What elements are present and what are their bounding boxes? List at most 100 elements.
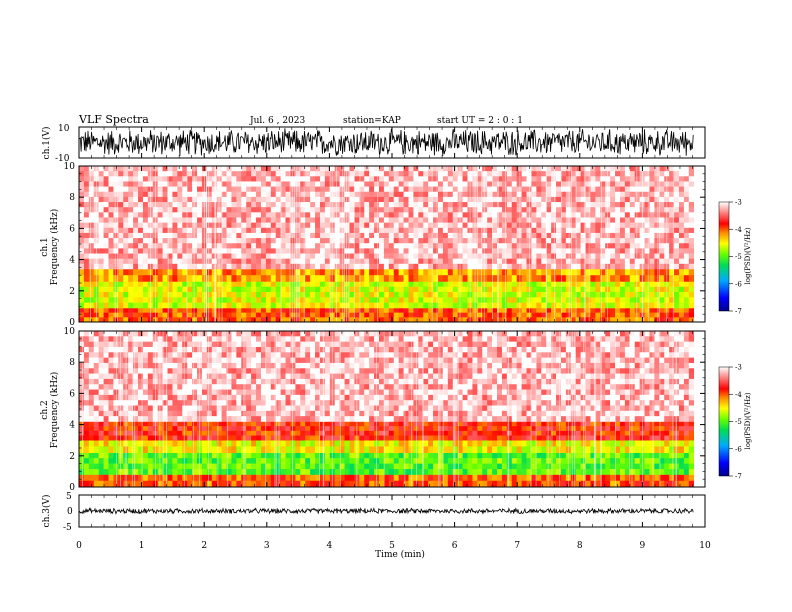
- spectrogram-cell: [423, 297, 429, 303]
- spectrogram-cell: [477, 275, 483, 282]
- spectrogram-cell: [142, 263, 149, 270]
- spectrogram-cell: [624, 222, 631, 229]
- spectrogram-cell: [157, 469, 163, 475]
- spectrogram-cell: [418, 202, 424, 208]
- spectrogram-cell: [501, 297, 508, 303]
- spectrogram-cell: [654, 191, 660, 198]
- spectrogram-cell: [556, 297, 562, 303]
- spectrogram-cell: [398, 176, 404, 182]
- spectrogram-cell: [354, 191, 360, 198]
- spectrogram-cell: [359, 191, 365, 198]
- spectrogram-cell: [339, 263, 345, 270]
- spectrogram-cell: [418, 286, 424, 293]
- spectrogram-cell: [310, 446, 316, 453]
- spectrogram-cell: [398, 440, 404, 447]
- spectrogram-cell: [344, 166, 350, 172]
- spectrogram-cell: [88, 302, 95, 309]
- spectrogram-cell: [516, 222, 522, 229]
- spectrogram-cell: [615, 248, 621, 254]
- spectrogram-cell: [359, 176, 365, 182]
- spectrogram-cell: [231, 317, 237, 323]
- spectrogram-cell: [629, 243, 636, 249]
- spectrogram-cell: [447, 196, 454, 203]
- spectrogram-cell: [285, 452, 291, 459]
- spectrogram-cell: [531, 463, 537, 470]
- spectrogram-cell: [669, 297, 675, 303]
- spectrogram-cell: [334, 191, 340, 198]
- spectrogram-cell: [103, 181, 109, 187]
- spectrogram-cell: [93, 440, 99, 447]
- spectrogram-cell: [108, 217, 114, 223]
- spectrogram-cell: [88, 435, 95, 441]
- spectrogram-cell: [433, 312, 439, 318]
- spectrogram-cell: [182, 191, 188, 198]
- spectrogram-cell: [324, 440, 331, 447]
- spectrogram-cell: [275, 258, 281, 265]
- spectrogram-cell: [413, 171, 419, 177]
- spectrogram-cell: [497, 222, 503, 229]
- spectrogram-cell: [467, 452, 473, 459]
- spectrogram-cell: [634, 227, 640, 234]
- spectrogram-cell: [103, 463, 109, 470]
- spectrogram-cell: [423, 227, 429, 234]
- spectrogram-cell: [280, 217, 286, 223]
- spectrogram-cell: [108, 446, 114, 453]
- spectrogram-cell: [285, 217, 291, 223]
- spectrogram-cell: [98, 196, 104, 203]
- spectrogram-cell: [138, 430, 144, 436]
- spectrogram-cell: [344, 463, 350, 470]
- spectrogram-cell: [295, 474, 301, 482]
- spectrogram-cell: [487, 474, 493, 482]
- spectrogram-cell: [565, 212, 572, 218]
- spectrogram-cell: [418, 275, 424, 282]
- spectrogram-cell: [551, 202, 557, 208]
- spectrogram-cell: [206, 263, 213, 270]
- spectrogram-cell: [575, 440, 581, 447]
- spectrogram-cell: [423, 281, 429, 288]
- spectrogram-cell: [319, 171, 326, 177]
- spectrogram-cell: [388, 275, 395, 282]
- spectrogram-cell: [428, 463, 434, 470]
- spectrogram-cell: [674, 166, 680, 172]
- spectrogram-cell: [688, 176, 695, 182]
- spectrogram-cell: [251, 212, 257, 218]
- spectrogram-cell: [649, 258, 655, 265]
- spectrogram-cell: [339, 458, 345, 464]
- spectrogram-cell: [678, 248, 685, 254]
- spectrogram-cell: [285, 281, 291, 288]
- spectrogram-cell: [624, 292, 631, 298]
- spectrogram-cell: [551, 238, 557, 244]
- spectrogram-cell: [546, 317, 552, 323]
- spectrogram-cell: [305, 196, 311, 203]
- spectrogram-cell: [423, 207, 429, 213]
- spectrogram-cell: [113, 297, 119, 303]
- spectrogram-cell: [590, 446, 596, 453]
- spectrogram-cell: [241, 317, 247, 323]
- spectrogram-cell: [511, 263, 517, 270]
- spectrogram-cell: [359, 275, 365, 282]
- spectrogram-cell: [374, 176, 380, 182]
- spectrogram-cell: [629, 227, 636, 234]
- spectrogram-cell: [206, 268, 213, 276]
- spectrogram-cell: [511, 307, 517, 313]
- spectrogram-cell: [265, 222, 272, 229]
- spectrogram-cell: [79, 281, 85, 288]
- spectrogram-cell: [634, 196, 640, 203]
- spectrogram-cell: [615, 302, 621, 309]
- spectrogram-cell: [83, 452, 90, 459]
- spectrogram-cell: [270, 191, 277, 198]
- spectrogram-cell: [319, 191, 326, 198]
- spectrogram-cell: [187, 317, 193, 323]
- spectrogram-cell: [659, 440, 665, 447]
- spectrogram-cell: [506, 166, 513, 172]
- spectrogram-cell: [133, 286, 139, 293]
- spectrogram-cell: [216, 452, 222, 459]
- spectrogram-cell: [580, 248, 586, 254]
- spectrogram-cell: [438, 207, 444, 213]
- spectrogram-cell: [236, 275, 242, 282]
- spectrogram-cell: [103, 166, 109, 172]
- spectrogram-cell: [280, 480, 286, 488]
- spectrogram-cell: [531, 452, 537, 459]
- spectrogram-cell: [551, 253, 557, 259]
- spectrogram-cell: [398, 196, 404, 203]
